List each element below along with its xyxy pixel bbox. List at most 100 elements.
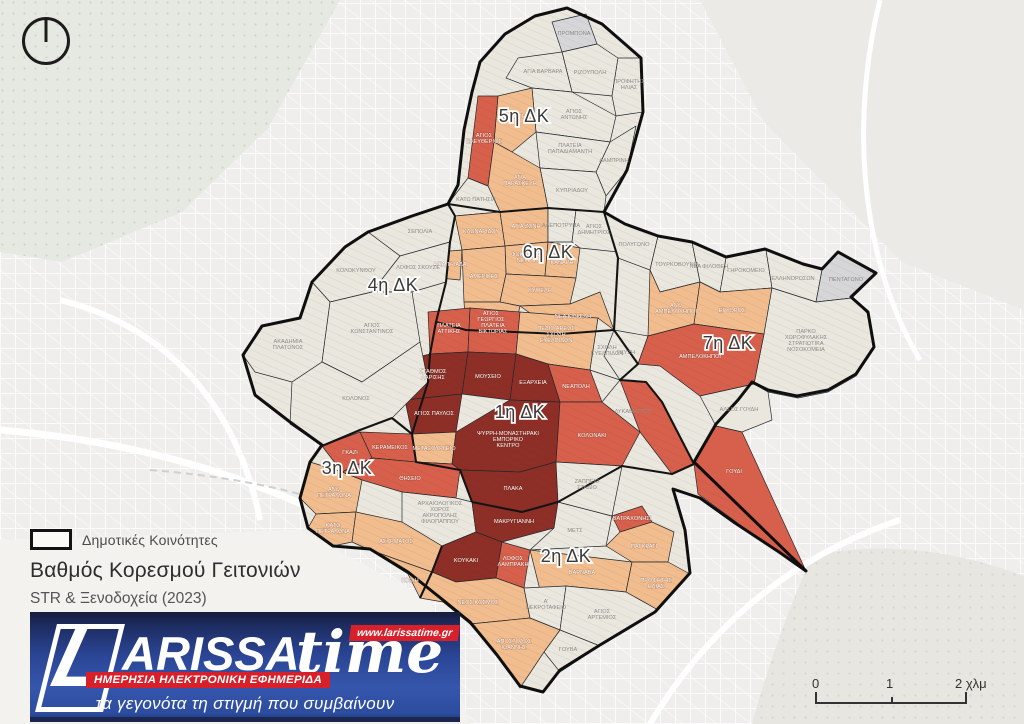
neighborhood-label: ΑΣΥΡΜΑΤΟΣ <box>379 539 413 545</box>
scale-bar-line <box>815 692 967 704</box>
neighborhood-label: ΑΝΩ ΠΕΤΡΑΛΩΝΑ <box>317 487 351 499</box>
compass-needle <box>44 19 48 42</box>
scale-bar: 0 1 2 χλμ <box>812 676 987 706</box>
scale-tick-0: 0 <box>812 676 820 691</box>
municipality-outline <box>241 6 878 694</box>
neighborhood-label: ΠΑΓΚΡΑΤΙ <box>631 544 658 550</box>
neighborhood-label: ΑΜΠΕΛΟΚΗΠΟΙ <box>679 354 721 360</box>
neighborhood-label: ΑΝΩ ΑΜΠΕΛΟΚΗΠΟΙ <box>655 303 697 315</box>
neighborhood-label: ΚΟΙΛΗ <box>401 578 418 584</box>
district-label: 6η ΔΚ <box>523 242 574 262</box>
neighborhood-label: ΠΑΡΚΟ ΧΩΡΟΦΥΛΑΚΗΣ ΣΤΡΑΤΙΩΤΙΚΑ ΝΟΣΟΚΟΜΕΙΑ <box>785 329 828 353</box>
neighborhood-label: ΑΓΙΑ ΖΩΝΗ <box>511 224 540 230</box>
district-boundaries <box>321 202 695 599</box>
map-subtitle: STR & Ξενοδοχεία (2023) <box>30 590 207 607</box>
neighborhood-label: ΠΟΛΥΓΩΝΟ <box>619 242 651 248</box>
neighborhood-label: ΜΟΥΣΕΙΟ <box>475 374 501 380</box>
district-label: 1η ΔΚ <box>495 402 546 422</box>
neighborhood-label: ΚΑΤΩ ΠΑΤΗΣΙΑ <box>456 197 496 203</box>
neighborhood-label: ΓΚΑΖΙ <box>342 450 358 456</box>
neighborhood-label: ΝΕΟΣ ΚΟΣΜΟΣ <box>458 600 500 606</box>
neighborhood-label: ΕΞΑΡΧΕΙΑ <box>519 380 547 386</box>
neighborhood-label: ΚΑΤΩ ΠΕΤΡΑΛΩΝΑ <box>316 523 350 535</box>
logo-brand-larissa: ARISSA <box>122 627 300 680</box>
neighborhood-label: ΒΑΤΡΑΧΟΝΗΣΙ <box>613 516 652 522</box>
neighborhood-label: ΓΚΥΖΗ <box>617 350 635 356</box>
neighborhood-label: ΑΓΙΑ ΤΡΙΑΔΑ <box>433 262 466 268</box>
neighborhood-label: ΜΕΤΣ <box>567 528 583 534</box>
neighborhood-label: ΑΓΙΟΣ ΚΩΝΣΤΑΝΤΙΝΟΣ <box>350 323 394 335</box>
district-label: 4η ΔΚ <box>368 275 419 295</box>
neighborhood-label: ΚΟΛΩΝΑΚΙ <box>578 433 607 439</box>
neighborhood-label: ΚΛΩΝΑΡΙΔΟΥ <box>463 229 499 235</box>
neighborhood-label: ΠΡΟΦΗΤΗΣ ΗΛΙΑΣ <box>613 79 645 91</box>
neighborhood-label: ΝΕΑ ΦΙΛΟΘΕΗ <box>690 264 729 270</box>
legend-communities-swatch <box>30 529 72 550</box>
neighborhood-label: ΚΟΛΩΝΟΣ <box>342 396 370 402</box>
neighborhood-label: ΣΤΑΘΜΟΣ ΛΑΡΙΣΗΣ <box>420 369 447 381</box>
district-label: 5η ΔΚ <box>499 106 550 126</box>
neighborhood-label: Α' ΝΕΚΡΟΤΑΦΕΙΟ <box>526 599 567 611</box>
neighborhood-label: ΚΟΥΚΑΚΙ <box>454 558 479 564</box>
neighborhood-label: ΑΠΟΣΤΟΛΟΣ ΙΩΑΝΝΗΣ <box>497 639 532 651</box>
logo-bottom-strip <box>30 717 460 722</box>
neighborhood-label: ΚΥΠΡΙΑΔΟΥ <box>556 188 588 194</box>
scale-tick-2: 2 χλμ <box>955 676 987 691</box>
neighborhood-label: ΦΩΚΙΩΝΟΣ ΝΕΓΡΗ <box>511 252 542 264</box>
neighborhood-label: ΑΓΙΑ ΠΑΡΑΣΚΕΥΗ <box>503 175 537 187</box>
neighborhood-label: ΜΑΚΡΥΓΙΑΝΝΗ <box>494 519 534 525</box>
neighborhood-label: ΒΑΡΝΑΒΑ <box>569 570 596 576</box>
neighborhood-label: ΛΟΦΟΣ ΣΚΟΥΖΕ <box>396 265 440 271</box>
neighborhood-label: ΣΧΟΛΗ ΕΥΕΛΠΙΔΩΝ <box>591 345 623 357</box>
district-label: 2η ΔΚ <box>541 546 592 566</box>
neighborhood-label: ΑΓΙΟΣ ΑΝΤΩΝΗΣ <box>561 109 588 121</box>
legend: Δημοτικές Κοινότητες Βαθμός Κορεσμού Γει… <box>30 529 301 608</box>
logo-tagline: τα γεγονότα τη στιγμή που συμβαίνουν <box>95 694 395 713</box>
neighborhood-label: ΓΗΡΟΚΟΜΕΙΟ <box>727 268 765 274</box>
neighborhood-label: ΑΝΩ ΠΑΤΗΣΙΑ <box>497 114 534 120</box>
map-labels: ΠΡΟΜΠΟΝΑ ΡΙΖΟΥΠΟΛΗ ΠΡΟΦΗΤΗΣ ΗΛΙΑΣ ΑΓΙΑ ΒΑΡΒΑ… <box>273 31 864 653</box>
neighborhood-label: ΓΟΥΔΙ <box>726 469 742 475</box>
neighborhood-label: ΚΕΡΑΜΕΙΚΟΣ <box>372 445 408 451</box>
neighborhood-label: ΖΑΠΠΕΙΟ ΣΤΑΔΙΟ <box>575 479 601 491</box>
neighborhood-label: ΑΡΧΑΙΟΛΟΓΙΚΟΣ ΧΩΡΟΣ ΑΚΡΟΠΟΛΗΣ ΦΙΛΟΠΑΠΠΟΥ <box>418 501 463 525</box>
neighborhood-label: ΤΟΥΡΚΟΒΟΥΝΙΑ <box>655 262 699 268</box>
neighborhood-label: ΠΛΑΤΕΙΑ ΒΙΚΤΩΡΙΑΣ <box>479 323 509 335</box>
neighborhood-label: ΑΚΑΔΗΜΙΑ ΠΛΑΤΩΝΟΣ <box>273 339 304 351</box>
neighborhood-label: ΑΓΙΑ ΒΑΡΒΑΡΑ <box>523 69 562 75</box>
neighborhood-label: ΑΛΣΟΣ ΓΟΥΔΗ <box>720 407 759 413</box>
neighborhood-label: ΠΛΑΤΕΙΑ ΠΑΠΑΔΙΑΜΑΝΤΗ <box>548 143 592 155</box>
neighborhood-label: ΑΓΙΟΣ ΕΛΕΥΘΕΡΙΟΣ <box>466 133 502 145</box>
compass-icon <box>22 17 70 65</box>
larissatime-logo[interactable]: L ARISSA time www.larissatime.gr ΗΜΕΡΗΣΙ… <box>30 612 460 722</box>
map-title: Βαθμός Κορεσμού Γειτονιών <box>30 559 301 582</box>
neighborhood-label: ΓΟΥΒΑ <box>559 647 578 653</box>
neighborhood-label: ΕΡΥΘΡΟΣ <box>719 308 746 314</box>
neighborhood-label: ΑΜΕΡΙΚΗΣ <box>470 274 499 280</box>
neighborhood-label: ΑΛΕΠΟΤΡΥΠΑ <box>542 223 581 229</box>
scale-tick-1: 1 <box>886 676 894 691</box>
neighborhood-label: ΠΕΝΤΑΓΩΝΟ <box>829 277 864 283</box>
neighborhood-label: ΠΛΑΤΕΙΑ ΑΤΤΙΚΗΣ <box>437 323 461 335</box>
neighborhood-label: ΣΕΠΟΛΙΑ <box>408 229 433 235</box>
neighborhood-label: ΨΥΡΡΗ-ΜΟΝΑΣΤΗΡΑΚΙ ΕΜΠΟΡΙΚΟ ΚΕΝΤΡΟ <box>477 431 539 449</box>
neighborhood-label: ΠΡΟΦΗΤΗΣ ΗΛΙΑΣ <box>640 578 672 590</box>
neighborhood-label: ΜΕΤΑΞΟΥΡΓΕΙΟ <box>412 446 456 452</box>
logo-banner: ΗΜΕΡΗΣΙΑ ΗΛΕΚΤΡΟΝΙΚΗ ΕΦΗΜΕΡΙΔΑ <box>86 672 331 688</box>
neighborhood-label: ΚΟΛΟΚΥΝΘΟΥ <box>336 268 376 274</box>
neighborhood-label: ΠΡΟΜΠΟΝΑ <box>558 31 591 37</box>
neighborhood-label: ΛΟΦΟΣ ΛΑΜΠΡΑΚΗ <box>498 556 529 568</box>
neighborhood-label: ΑΓΙΟΣ ΑΡΤΕΜΙΟΣ <box>588 609 617 621</box>
logo-url-link[interactable]: www.larissatime.gr <box>348 625 460 641</box>
neighborhood-label: ΑΓΙΟΣ ΓΕΩΡΓΙΟΣ <box>477 311 505 323</box>
neighborhood-label: ΛΑΜΠΡΙΝΗ <box>599 158 629 164</box>
neighborhood-label: ΑΓΙΟΣ ΠΑΥΛΟΣ <box>414 411 454 417</box>
neighborhood-label: ΚΥΨΕΛΗ <box>528 288 552 294</box>
neighborhood-label: ΠΛΑΚΑ <box>504 486 523 492</box>
neighborhood-label: ΝΕΑ ΚΥΨΕΛΗ <box>555 314 591 320</box>
neighborhood-label: ΑΓΙΟΣ ΔΗΜΗΤΡΙΟΣ <box>578 224 612 236</box>
neighborhood-label: ΠΕΔΙΟ ΑΡΕΩΣ ΣΧΟΛΗ ΕΥΕΛΠΙΔΩΝ <box>537 326 575 344</box>
neighborhood-label: ΝΕΑΠΟΛΗ <box>562 384 590 390</box>
